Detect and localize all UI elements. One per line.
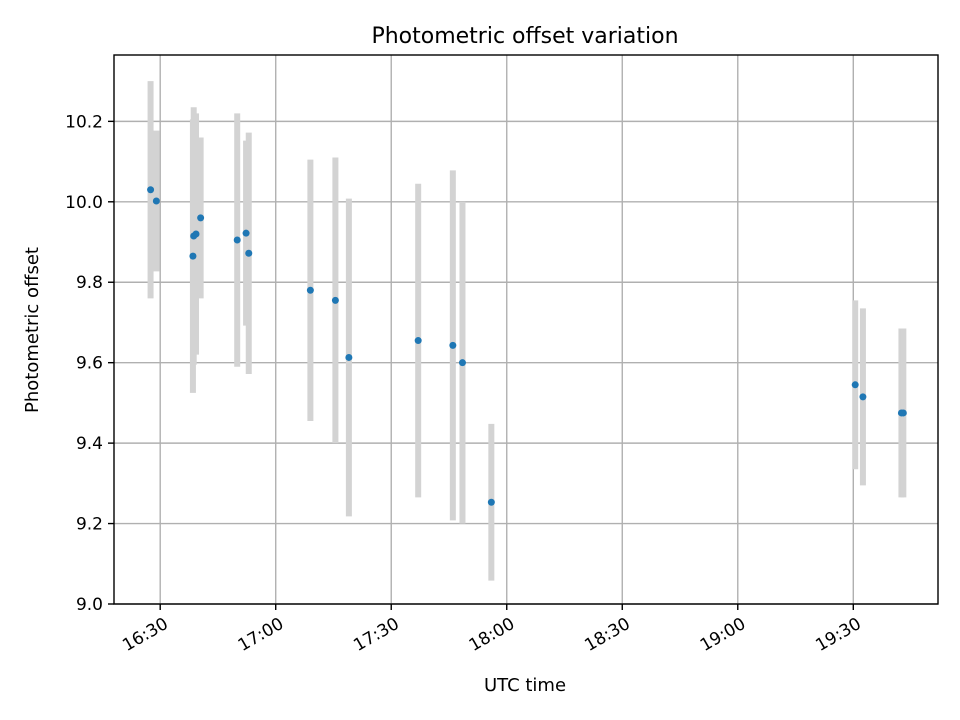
x-tick-label: 18:30: [581, 614, 633, 656]
y-axis-label: Photometric offset: [22, 247, 43, 413]
x-tick-label: 19:00: [697, 614, 749, 656]
y-tick-label: 9.8: [76, 273, 103, 293]
data-point: [345, 353, 353, 361]
x-tick-label: 16:30: [119, 614, 171, 656]
y-tick-label: 10.0: [65, 193, 103, 213]
y-tick-label: 10.2: [65, 112, 103, 132]
data-point: [152, 197, 160, 205]
data-point: [242, 229, 250, 237]
data-point: [147, 186, 155, 194]
x-axis-ticks: 16:30 17:00 17:30 18:00 18:30 19:00 19:30: [119, 604, 865, 656]
data-points: [147, 186, 907, 506]
data-point: [859, 393, 867, 401]
data-point: [197, 214, 205, 222]
y-tick-label: 9.2: [76, 515, 103, 535]
y-tick-label: 9.6: [76, 354, 103, 374]
data-point: [306, 286, 314, 294]
y-tick-label: 9.4: [76, 434, 103, 454]
data-point: [899, 409, 907, 417]
x-tick-label: 18:00: [466, 614, 518, 656]
x-tick-label: 17:00: [235, 614, 287, 656]
error-bars: [147, 81, 907, 581]
y-axis-ticks: 9.0 9.2 9.4 9.6 9.8 10.0 10.2: [65, 112, 114, 615]
data-point: [233, 236, 241, 244]
x-axis-label: UTC time: [484, 675, 566, 696]
data-point: [458, 359, 466, 367]
x-tick-label: 17:30: [350, 614, 402, 656]
data-point: [189, 252, 197, 260]
data-point: [487, 498, 495, 506]
x-tick-label: 19:30: [812, 614, 864, 656]
data-point: [192, 230, 200, 238]
data-point: [449, 341, 457, 349]
data-point: [245, 249, 253, 257]
chart-title: Photometric offset variation: [371, 24, 678, 49]
data-point: [331, 296, 339, 304]
y-tick-label: 9.0: [76, 595, 103, 615]
data-point: [414, 337, 422, 345]
plot-frame: [113, 54, 939, 605]
data-point: [851, 381, 859, 389]
